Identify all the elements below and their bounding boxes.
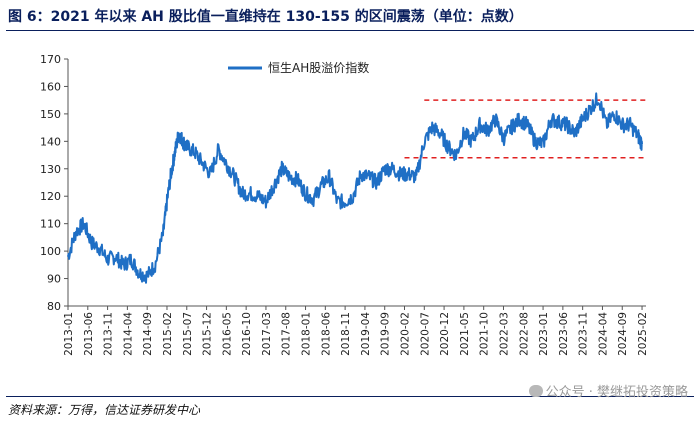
- y-tick-label: 100: [40, 245, 61, 258]
- x-tick-label: 2014-09: [142, 312, 154, 356]
- x-tick-label: 2017-03: [261, 312, 273, 356]
- x-tick-label: 2023-01: [538, 312, 550, 356]
- x-tick-label: 2016-10: [241, 312, 253, 356]
- x-tick-label: 2024-09: [617, 312, 629, 356]
- x-tick-label: 2018-11: [340, 312, 352, 356]
- legend-label: 恒生AH股溢价指数: [268, 60, 369, 75]
- x-tick-label: 2023-11: [578, 312, 590, 356]
- y-tick-label: 90: [47, 273, 61, 286]
- x-tick-label: 2013-06: [83, 312, 95, 356]
- source-note: 资料来源：万得，信达证券研发中心: [8, 403, 201, 417]
- y-tick-label: 110: [40, 218, 61, 231]
- series-line-ah-premium: [67, 92, 643, 284]
- x-tick-label: 2013-01: [63, 312, 75, 356]
- title-rule: [6, 30, 694, 31]
- y-tick-label: 120: [40, 190, 61, 203]
- y-tick-label: 170: [40, 53, 61, 66]
- x-tick-label: 2014-04: [122, 312, 134, 356]
- x-tick-label: 2017-08: [281, 312, 293, 356]
- watermark-text: 公众号 · 樊继拓投资策略: [545, 385, 688, 400]
- x-tick-label: 2015-12: [202, 312, 214, 356]
- x-tick-label: 2023-06: [558, 312, 570, 356]
- series-group: [67, 92, 643, 284]
- y-tick-label: 130: [40, 163, 61, 176]
- x-tick-label: 2024-04: [597, 312, 609, 356]
- x-tick-label: 2013-11: [103, 312, 115, 356]
- x-tick-label: 2015-02: [162, 312, 174, 356]
- x-tick-label: 2019-09: [380, 312, 392, 356]
- x-tick-label: 2016-05: [221, 312, 233, 356]
- line-chart: 80 90 100 110 120 130 140 150 160 170 2013-01 2013-…: [40, 53, 649, 356]
- x-tick-label: 2019-04: [360, 312, 372, 356]
- axes: 80 90 100 110 120 130 140 150 160 170 2013-01 2013-…: [40, 53, 649, 356]
- x-tick-label: 2020-12: [439, 312, 451, 356]
- x-tick-label: 2018-01: [301, 312, 313, 356]
- x-tick-label: 2018-06: [320, 312, 332, 356]
- legend: 恒生AH股溢价指数: [228, 60, 369, 75]
- band-lines: [404, 99, 646, 159]
- footer-rule: [6, 396, 694, 397]
- y-tick-label: 150: [40, 108, 61, 121]
- x-tick-label: 2022-03: [498, 312, 510, 356]
- watermark: 公众号 · 樊继拓投资策略: [528, 381, 688, 400]
- x-tick-label: 2015-07: [182, 312, 194, 356]
- y-tick-label: 140: [40, 135, 61, 148]
- x-tick-label: 2025-02: [637, 312, 649, 356]
- x-tick-label: 2020-02: [400, 312, 412, 356]
- wechat-icon: [528, 385, 543, 397]
- x-tick-label: 2020-07: [419, 312, 431, 356]
- x-tick-label: 2022-08: [518, 312, 530, 356]
- y-tick-label: 80: [47, 300, 61, 313]
- y-tick-label: 160: [40, 80, 61, 93]
- figure-title: 图 6：2021 年以来 AH 股比值一直维持在 130-155 的区间震荡（单…: [8, 9, 523, 25]
- x-tick-label: 2021-10: [479, 312, 491, 356]
- x-tick-label: 2021-05: [459, 312, 471, 356]
